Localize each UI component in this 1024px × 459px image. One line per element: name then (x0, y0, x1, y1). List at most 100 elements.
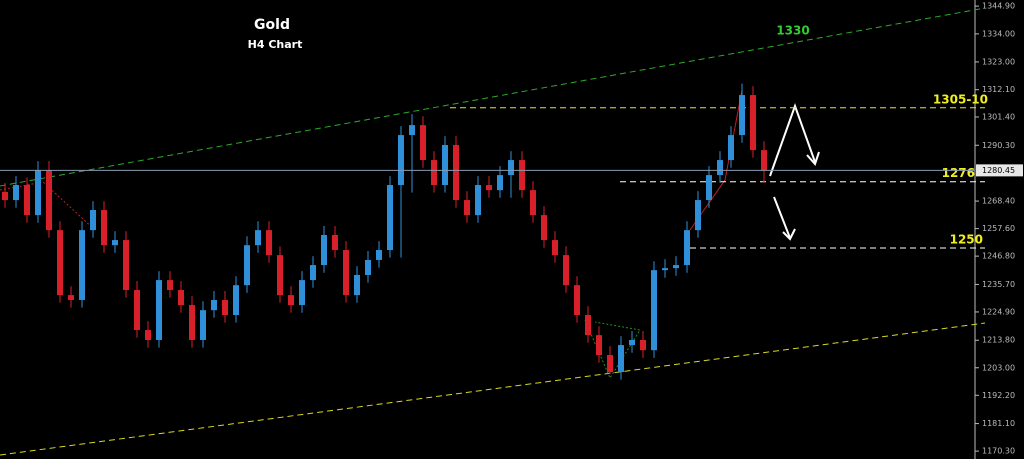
candle-body (24, 185, 30, 216)
candle-body (541, 215, 547, 241)
candle-body (200, 310, 206, 340)
candle-body (79, 230, 85, 300)
candle-body (387, 185, 393, 251)
candle-body (90, 210, 96, 231)
y-tick-label: 1323.00 (982, 57, 1015, 66)
candle-body (651, 270, 657, 351)
y-tick-label: 1344.90 (982, 2, 1015, 11)
candle-body (717, 160, 723, 176)
arrow (773, 196, 791, 239)
candle-body (585, 315, 591, 336)
candle-body (552, 240, 558, 256)
candle-body (761, 150, 767, 171)
candle-body (112, 240, 118, 246)
projection-arrows (769, 103, 820, 241)
candle-body (706, 175, 712, 201)
candle-body (343, 250, 349, 296)
candle-body (156, 280, 162, 340)
level-label: 1250 (950, 232, 983, 246)
candle-body (739, 95, 745, 136)
candle-body (255, 230, 261, 246)
candle-body (57, 230, 63, 296)
candle-body (68, 295, 74, 300)
y-tick-label: 1181.10 (982, 419, 1015, 428)
candle-body (123, 240, 129, 291)
level-label: 1305-10 (933, 92, 988, 106)
y-tick-label: 1290.30 (982, 141, 1015, 150)
y-tick-label: 1192.20 (982, 391, 1015, 400)
candle-body (167, 280, 173, 291)
candle-body (673, 265, 679, 269)
y-tick-label: 1334.00 (982, 29, 1015, 38)
candle-body (629, 339, 635, 346)
candle-body (365, 259, 371, 275)
candle-body (519, 160, 525, 191)
candle-body (508, 160, 514, 176)
candle-body (684, 230, 690, 266)
candle-body (563, 255, 569, 286)
candle-body (574, 285, 580, 316)
candle-body (189, 305, 195, 340)
candle-body (497, 175, 503, 191)
candle-body (13, 185, 19, 201)
candle-body (728, 135, 734, 161)
candle-body (420, 125, 426, 161)
y-tick-label: 1268.40 (982, 197, 1015, 206)
candle-body (486, 185, 492, 191)
candle-body (145, 330, 151, 340)
level-label: 1276 (942, 166, 975, 180)
arrow-head (806, 151, 820, 166)
candle-body (310, 265, 316, 281)
candle-body (607, 355, 613, 373)
candle-body (211, 299, 217, 311)
swing-line (689, 89, 743, 231)
candle-body (453, 145, 459, 201)
candle-body (222, 299, 228, 316)
candle-body (750, 95, 756, 151)
y-tick-label: 1312.10 (982, 85, 1015, 94)
chart-subtitle: H4 Chart (248, 38, 303, 51)
y-tick-label: 1235.70 (982, 280, 1015, 289)
candle-body (2, 191, 8, 201)
candle-body (695, 200, 701, 231)
candle-body (618, 345, 624, 373)
y-tick-label: 1170.30 (982, 447, 1015, 456)
candle-body (464, 200, 470, 216)
candle-body (376, 250, 382, 260)
candle-body (266, 230, 272, 256)
lower-trendline (0, 322, 986, 456)
y-tick-label: 1301.40 (982, 112, 1015, 121)
candle-body (662, 268, 668, 271)
chart-title: Gold (254, 17, 290, 33)
candle-body (233, 285, 239, 316)
candle-body (299, 280, 305, 306)
candle-body (354, 274, 360, 296)
candle-body (475, 185, 481, 216)
candle-body (409, 125, 415, 136)
candle-body (596, 335, 602, 356)
arrow (769, 103, 816, 177)
candle-body (321, 234, 327, 266)
candle-body (178, 290, 184, 306)
candle-body (640, 339, 646, 351)
candle-body (35, 169, 41, 216)
last-price-label: 1280.45 (982, 166, 1015, 175)
y-tick-label: 1224.90 (982, 307, 1015, 316)
candle-body (288, 295, 294, 306)
y-tick-label: 1246.80 (982, 252, 1015, 261)
candle-body (398, 135, 404, 186)
upper-trendline (0, 7, 986, 187)
y-tick-label: 1203.00 (982, 363, 1015, 372)
y-tick-label: 1213.80 (982, 336, 1015, 345)
y-tick-label: 1257.60 (982, 224, 1015, 233)
candle-body (530, 190, 536, 216)
candle-body (46, 169, 52, 231)
candle-body (431, 160, 437, 186)
last-price-box (976, 164, 1023, 177)
arrow-head (782, 228, 796, 241)
candle-body (134, 290, 140, 331)
candle-body (332, 234, 338, 251)
candle-body (244, 245, 250, 286)
